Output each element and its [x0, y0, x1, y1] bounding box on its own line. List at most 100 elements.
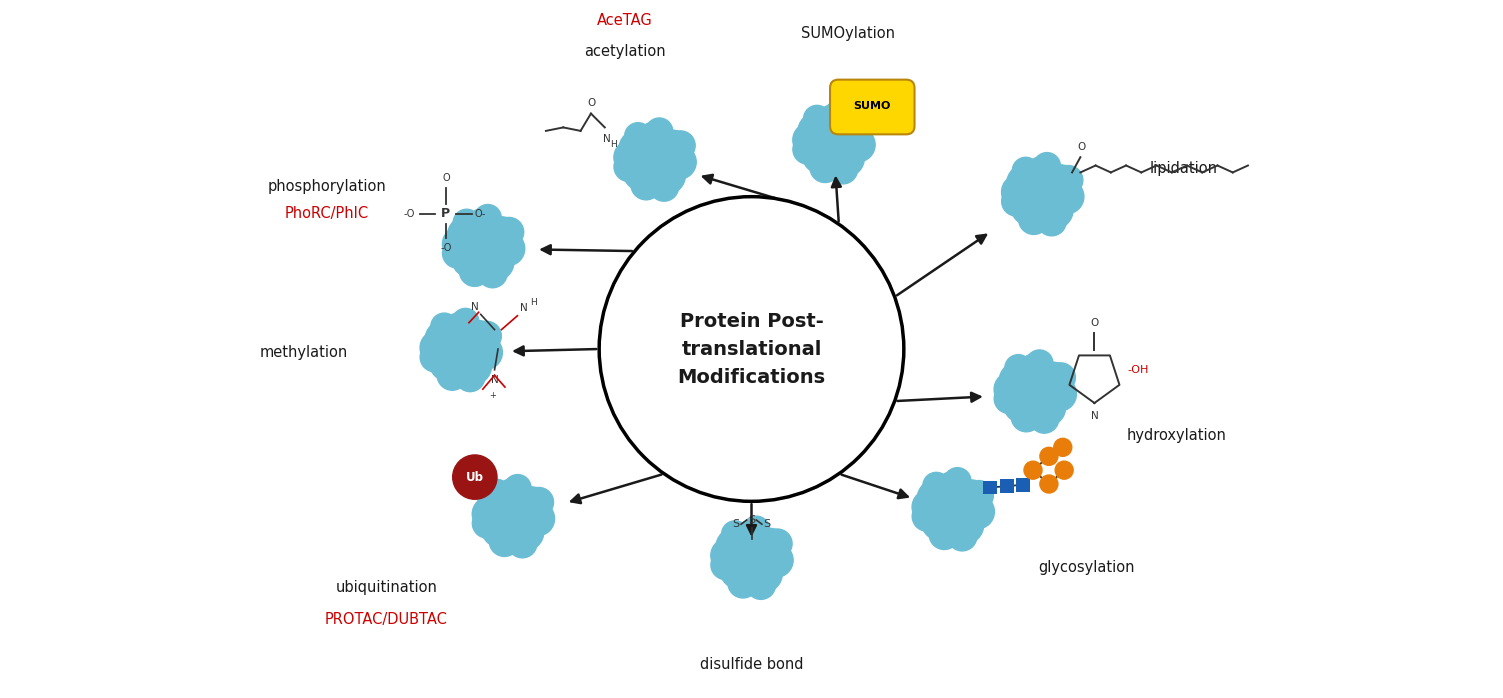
Circle shape — [437, 360, 467, 390]
Text: Ub: Ub — [466, 470, 484, 484]
Circle shape — [421, 343, 449, 372]
Circle shape — [1037, 207, 1066, 236]
Circle shape — [1001, 186, 1031, 216]
Circle shape — [993, 384, 1024, 413]
Text: N: N — [520, 303, 528, 313]
Text: hydroxylation: hydroxylation — [1127, 428, 1226, 443]
Circle shape — [631, 170, 661, 200]
Text: AceTAG: AceTAG — [597, 13, 652, 28]
Text: +: + — [488, 391, 496, 399]
Circle shape — [436, 328, 485, 377]
Circle shape — [845, 114, 875, 143]
Text: Protein Post-
translational
Modifications: Protein Post- translational Modification… — [678, 311, 825, 387]
Circle shape — [496, 478, 529, 512]
Circle shape — [1025, 156, 1060, 190]
Circle shape — [1040, 475, 1058, 493]
Circle shape — [947, 521, 977, 551]
Circle shape — [490, 232, 525, 266]
Text: O-: O- — [475, 209, 487, 219]
Circle shape — [1054, 165, 1082, 195]
Circle shape — [798, 112, 836, 151]
Circle shape — [425, 320, 463, 358]
Text: SUMO: SUMO — [854, 101, 891, 111]
Circle shape — [720, 552, 756, 588]
Text: N: N — [490, 376, 499, 385]
Text: O: O — [588, 98, 595, 108]
Circle shape — [661, 145, 696, 179]
Circle shape — [804, 105, 831, 133]
Circle shape — [827, 139, 864, 177]
Circle shape — [649, 172, 679, 201]
Text: O: O — [1078, 142, 1085, 151]
Circle shape — [508, 528, 537, 558]
Circle shape — [929, 519, 959, 549]
Circle shape — [1013, 157, 1039, 184]
Circle shape — [745, 570, 776, 600]
Circle shape — [711, 538, 745, 572]
Text: -OH: -OH — [1127, 365, 1150, 375]
Text: disulfide bond: disulfide bond — [700, 657, 803, 671]
FancyBboxPatch shape — [983, 480, 996, 494]
Circle shape — [744, 554, 783, 593]
Circle shape — [1049, 179, 1084, 214]
Circle shape — [454, 209, 479, 236]
Circle shape — [494, 217, 523, 247]
Circle shape — [923, 473, 950, 499]
Text: lipidation: lipidation — [1150, 161, 1217, 177]
Circle shape — [816, 105, 851, 138]
Text: S: S — [764, 519, 771, 529]
Circle shape — [809, 120, 858, 169]
Circle shape — [750, 528, 789, 568]
Text: H: H — [531, 299, 537, 307]
Circle shape — [481, 511, 519, 547]
Text: P: P — [442, 207, 451, 221]
Circle shape — [615, 152, 643, 181]
Circle shape — [810, 152, 840, 182]
Circle shape — [619, 130, 657, 168]
Circle shape — [1030, 404, 1060, 433]
Circle shape — [452, 455, 497, 499]
Circle shape — [912, 502, 941, 531]
Circle shape — [1018, 354, 1052, 387]
Text: N: N — [603, 134, 610, 144]
Circle shape — [1054, 438, 1072, 456]
Circle shape — [630, 138, 679, 186]
Circle shape — [419, 331, 454, 365]
Circle shape — [652, 131, 693, 170]
Circle shape — [1027, 350, 1054, 377]
Circle shape — [1010, 369, 1060, 419]
Circle shape — [1034, 153, 1061, 179]
Circle shape — [1040, 165, 1081, 205]
Circle shape — [825, 101, 852, 128]
Circle shape — [759, 543, 794, 577]
Circle shape — [613, 140, 648, 174]
Circle shape — [472, 321, 502, 350]
Circle shape — [625, 123, 652, 149]
Circle shape — [1033, 362, 1073, 402]
Circle shape — [803, 137, 839, 173]
Circle shape — [448, 216, 485, 255]
Text: PhoRC/PhIC: PhoRC/PhIC — [284, 207, 368, 221]
Text: ubiquitination: ubiquitination — [335, 581, 437, 595]
Circle shape — [944, 468, 971, 495]
Circle shape — [762, 529, 792, 558]
Circle shape — [452, 309, 479, 335]
Circle shape — [452, 241, 488, 277]
Circle shape — [458, 320, 499, 361]
Text: O: O — [442, 173, 449, 183]
Circle shape — [520, 501, 555, 536]
Circle shape — [792, 123, 827, 157]
Circle shape — [481, 217, 522, 257]
Circle shape — [430, 345, 466, 381]
Circle shape — [1036, 191, 1073, 229]
Text: acetylation: acetylation — [585, 44, 666, 59]
Text: S: S — [732, 519, 739, 529]
Circle shape — [646, 118, 673, 145]
Text: PROTAC/DUBTAC: PROTAC/DUBTAC — [325, 611, 448, 627]
Circle shape — [912, 490, 947, 524]
Circle shape — [921, 504, 957, 540]
Text: methylation: methylation — [260, 345, 349, 360]
Circle shape — [455, 362, 485, 392]
Circle shape — [525, 487, 553, 517]
Text: SUMOylation: SUMOylation — [801, 27, 896, 41]
